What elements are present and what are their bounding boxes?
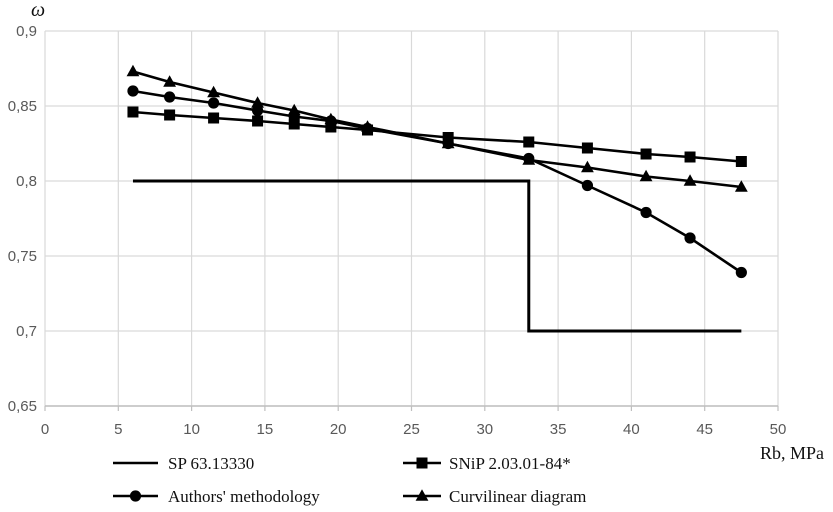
- x-tick-label: 15: [257, 421, 274, 438]
- x-tick-label: 20: [330, 421, 347, 438]
- square-marker: [640, 148, 652, 160]
- series-curvilinear-diagram: [126, 64, 748, 192]
- triangle-marker: [361, 120, 374, 132]
- x-tick-label: 35: [550, 421, 567, 438]
- tick-labels: 0 5 10 15 20 25 30 35 40 45 50 0,9 0,85 0,8 0,75 0,7 0,6…: [8, 23, 787, 438]
- triangle-marker: [522, 153, 536, 165]
- square-marker: [127, 106, 139, 118]
- square-marker: [164, 109, 176, 121]
- legend-label-curvilinear-diagram: Curvilinear diagram: [449, 487, 586, 506]
- y-tick-label: 0,85: [8, 98, 37, 115]
- triangle-marker: [126, 64, 140, 77]
- legend-item-sp-63-13330: SP 63.13330: [113, 454, 254, 473]
- triangle-marker: [287, 103, 301, 116]
- circle-marker: [164, 91, 176, 103]
- square-marker: [684, 151, 696, 163]
- triangle-marker: [207, 85, 220, 98]
- square-marker: [523, 136, 535, 148]
- circle-marker: [735, 266, 747, 279]
- circle-marker: [127, 85, 139, 97]
- triangle-marker: [415, 489, 429, 501]
- y-tick-label: 0,9: [16, 23, 37, 40]
- x-tick-label: 45: [696, 421, 713, 438]
- legend: SP 63.13330 SNiP 2.03.01-84* Authors' meth…: [113, 454, 586, 506]
- x-tick-label: 0: [41, 421, 49, 438]
- legend-item-snip-2-03-01-84: SNiP 2.03.01-84*: [403, 454, 571, 473]
- triangle-marker: [639, 169, 653, 182]
- triangle-marker: [734, 180, 748, 192]
- triangle-marker: [683, 174, 697, 186]
- triangle-marker: [324, 112, 338, 125]
- square-marker: [252, 115, 264, 127]
- x-tick-label: 50: [770, 421, 787, 438]
- x-tick-label: 10: [183, 421, 200, 438]
- legend-label-authors-methodology: Authors' methodology: [168, 487, 320, 506]
- square-marker: [325, 121, 337, 133]
- legend-label-snip-2-03-01-84: SNiP 2.03.01-84*: [449, 454, 571, 473]
- y-tick-label: 0,7: [16, 323, 37, 340]
- triangle-marker: [581, 160, 594, 173]
- x-tick-label: 30: [476, 421, 493, 438]
- triangle-marker: [251, 96, 264, 108]
- legend-item-curvilinear-diagram: Curvilinear diagram: [403, 487, 586, 506]
- circle-marker: [640, 206, 652, 219]
- square-marker: [288, 118, 300, 130]
- y-tick-label: 0,75: [8, 248, 37, 265]
- series-sp-63-13330: [132, 179, 742, 333]
- x-axis-title: Rb, MPa: [760, 443, 824, 463]
- y-tick-label: 0,65: [8, 398, 37, 415]
- series-line-curvilinear-diagram: [132, 70, 742, 189]
- square-marker: [735, 156, 747, 167]
- x-tick-label: 40: [623, 421, 640, 438]
- square-marker: [581, 142, 593, 154]
- triangle-marker: [163, 75, 177, 87]
- square-marker: [416, 457, 428, 469]
- axes: [44, 405, 779, 411]
- square-marker: [208, 112, 220, 124]
- x-tick-label: 5: [114, 421, 122, 438]
- circle-marker: [207, 97, 220, 109]
- legend-label-sp-63-13330: SP 63.13330: [168, 454, 254, 473]
- legend-item-authors-methodology: Authors' methodology: [113, 487, 320, 506]
- series-line-sp-63-13330: [132, 179, 742, 333]
- circle-marker: [684, 232, 696, 244]
- x-tick-label: 25: [403, 421, 420, 438]
- y-tick-label: 0,8: [16, 173, 37, 190]
- triangle-marker: [441, 136, 455, 149]
- gridlines: [44, 30, 779, 407]
- circle-marker: [581, 179, 594, 192]
- series-snip-2-03-01-84: [127, 106, 747, 167]
- y-axis-title: ω: [31, 0, 45, 21]
- circle-marker: [129, 490, 142, 502]
